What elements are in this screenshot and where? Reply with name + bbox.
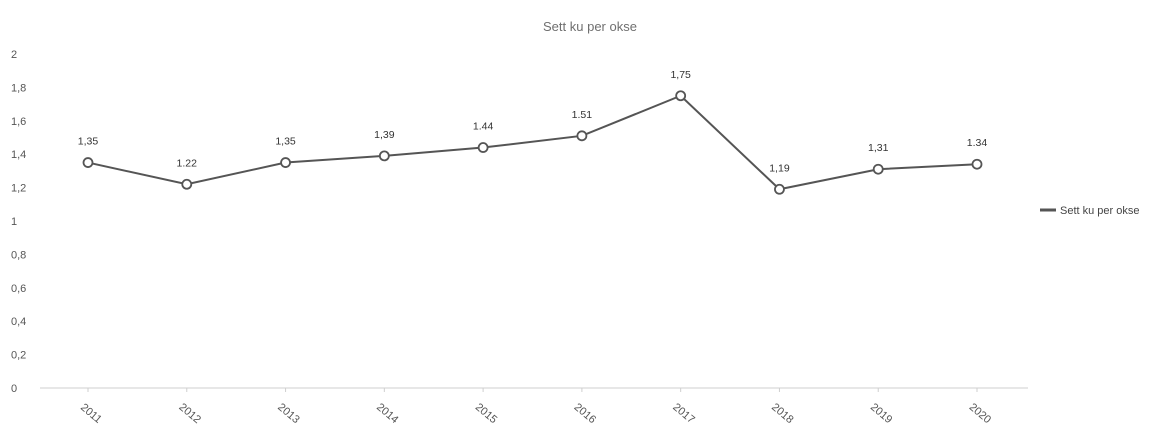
y-tick-label: 2 <box>11 49 17 61</box>
data-label: 1.22 <box>177 157 198 169</box>
x-tick-label: 2020 <box>967 401 993 426</box>
x-tick-label: 2011 <box>78 402 104 426</box>
y-tick-label: 0,4 <box>11 316 26 328</box>
x-tick-label: 2016 <box>572 401 598 426</box>
x-axis-ticks: 2011 2012 2013 2014 2015 2016 2017 2018 2019 2020 <box>78 388 993 426</box>
data-point <box>181 178 193 190</box>
data-label: 1.51 <box>572 109 593 121</box>
data-label: 1.44 <box>473 121 494 133</box>
data-point <box>82 157 94 168</box>
x-tick-label: 2015 <box>473 401 499 426</box>
data-label: 1,35 <box>275 136 296 148</box>
data-point <box>280 157 291 168</box>
data-label: 1,19 <box>769 162 790 174</box>
data-point <box>477 142 489 153</box>
y-tick-label: 0,8 <box>11 249 26 261</box>
x-tick-label: 2014 <box>374 401 400 426</box>
data-point <box>675 90 687 102</box>
y-tick-label: 0,6 <box>11 283 26 295</box>
x-tick-label: 2019 <box>868 401 894 426</box>
data-point <box>378 150 390 162</box>
legend-label: Sett ku per okse <box>1060 205 1140 217</box>
data-label: 1,31 <box>868 142 889 154</box>
data-point <box>971 158 983 170</box>
y-tick-label: 0 <box>11 383 17 395</box>
y-tick-label: 1,6 <box>11 116 26 128</box>
y-tick-label: 1,8 <box>11 82 26 94</box>
x-tick-label: 2013 <box>275 401 301 426</box>
legend: Sett ku per okse <box>1040 205 1140 217</box>
y-axis-ticks: 0 0,2 0,4 0,6 0,8 1 1,2 1,4 1,6 1,8 2 <box>11 49 26 395</box>
y-tick-label: 1 <box>11 216 17 228</box>
y-tick-label: 1,4 <box>11 149 26 161</box>
series-group: 1,35 1.22 1,35 1,39 1.44 1.51 1,75 1,19 1,31 1.34 <box>78 69 988 195</box>
x-tick-label: 2018 <box>769 401 795 426</box>
x-tick-label: 2012 <box>176 401 202 426</box>
y-tick-label: 0,2 <box>11 350 26 362</box>
data-label: 1,35 <box>78 136 99 148</box>
data-point <box>576 130 588 142</box>
data-label: 1.34 <box>967 137 988 149</box>
data-label: 1,39 <box>374 129 395 141</box>
data-point <box>872 163 884 175</box>
data-label: 1,75 <box>670 69 691 81</box>
x-tick-label: 2017 <box>670 401 696 426</box>
y-tick-label: 1,2 <box>11 183 26 195</box>
series-line <box>87 94 978 191</box>
chart-title: Sett ku per okse <box>543 19 637 34</box>
data-point <box>774 183 785 195</box>
